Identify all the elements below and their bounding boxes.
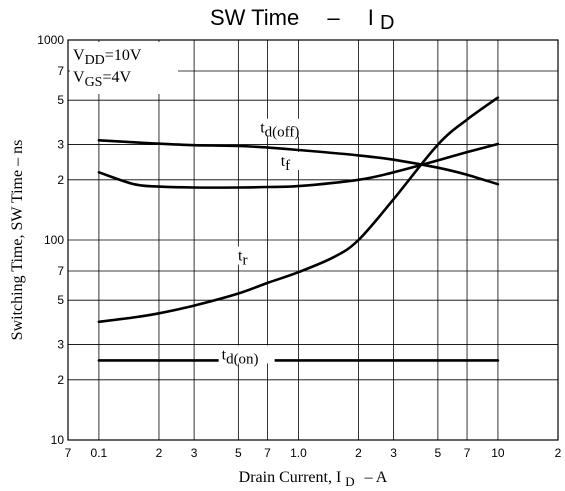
x-tick-label-7: 2: [355, 446, 362, 460]
chart-title-main: SW Time: [210, 5, 299, 30]
chart-title-subscript: D: [380, 12, 394, 34]
y-tick-label-6: 2: [57, 173, 64, 187]
x-axis-label-sub: D: [345, 474, 354, 489]
conditions-box: [70, 42, 178, 94]
chart-title-dash: –: [327, 5, 340, 30]
plot-frame: [67, 39, 559, 441]
series-label-2: tr: [238, 248, 247, 269]
x-axis-label: Drain Current, I D – A: [239, 469, 388, 490]
x-axis-label-post: – A: [364, 469, 388, 486]
series-label-bg-3: [218, 345, 275, 364]
series-label-bg-2: [235, 246, 259, 265]
y-tick-label-7: 3: [57, 138, 64, 152]
y-axis-label: Switching Time, SW Time – ns: [9, 140, 26, 341]
series-line-t-r: [97, 96, 500, 324]
y-tick-label-5: 100: [44, 233, 64, 247]
series-labels: td(off) tf tr td(on): [218, 118, 322, 367]
condition-1: VGS=4V: [73, 69, 131, 90]
series-label-1: tf: [281, 153, 290, 174]
y-tick-label-0: 10: [51, 433, 65, 447]
x-tick-label-6: 1.0: [290, 446, 307, 460]
x-tick-label-0: 7: [65, 446, 72, 460]
y-tick-label-9: 7: [57, 64, 64, 78]
series-label-bg-1: [277, 151, 301, 170]
series-line-t-f: [97, 142, 500, 189]
series-label-3: td(on): [222, 346, 259, 367]
curves: [97, 96, 500, 362]
x-tick-label-8: 3: [390, 446, 397, 460]
y-tick-label-4: 7: [57, 264, 64, 278]
x-tick-label-11: 10: [491, 446, 505, 460]
x-tick-label-2: 2: [156, 446, 163, 460]
x-tick-label-5: 7: [264, 446, 271, 460]
x-tick-label-10: 7: [464, 446, 471, 460]
series-line-t-doff: [97, 139, 500, 186]
x-tick-label-4: 5: [235, 446, 242, 460]
condition-0: VDD=10V: [73, 47, 142, 68]
x-tick-label-1: 0.1: [91, 446, 108, 460]
x-tick-label-9: 5: [435, 446, 442, 460]
series-label-0: td(off): [260, 120, 299, 141]
y-tick-label-1: 2: [57, 373, 64, 387]
y-tick-label-3: 5: [57, 293, 64, 307]
y-tick-label-8: 5: [57, 93, 64, 107]
chart-title: SW Time – I D: [210, 5, 394, 34]
y-tick-labels: 10 2 3 5 7 100 2 3 5 7 1000: [37, 33, 64, 447]
chart-title-symbol: I: [368, 5, 374, 30]
x-tick-label-12: 2: [555, 446, 562, 460]
x-tick-label-3: 3: [191, 446, 198, 460]
x-axis-label-pre: Drain Current, I: [239, 469, 342, 486]
y-tick-label-2: 3: [57, 338, 64, 352]
series-label-bg-0: [257, 118, 322, 137]
x-tick-labels: 7 0.1 2 3 5 7 1.0 2 3 5 7 10 2: [65, 446, 562, 460]
y-tick-label-10: 1000: [37, 33, 64, 47]
grid: [67, 39, 559, 441]
